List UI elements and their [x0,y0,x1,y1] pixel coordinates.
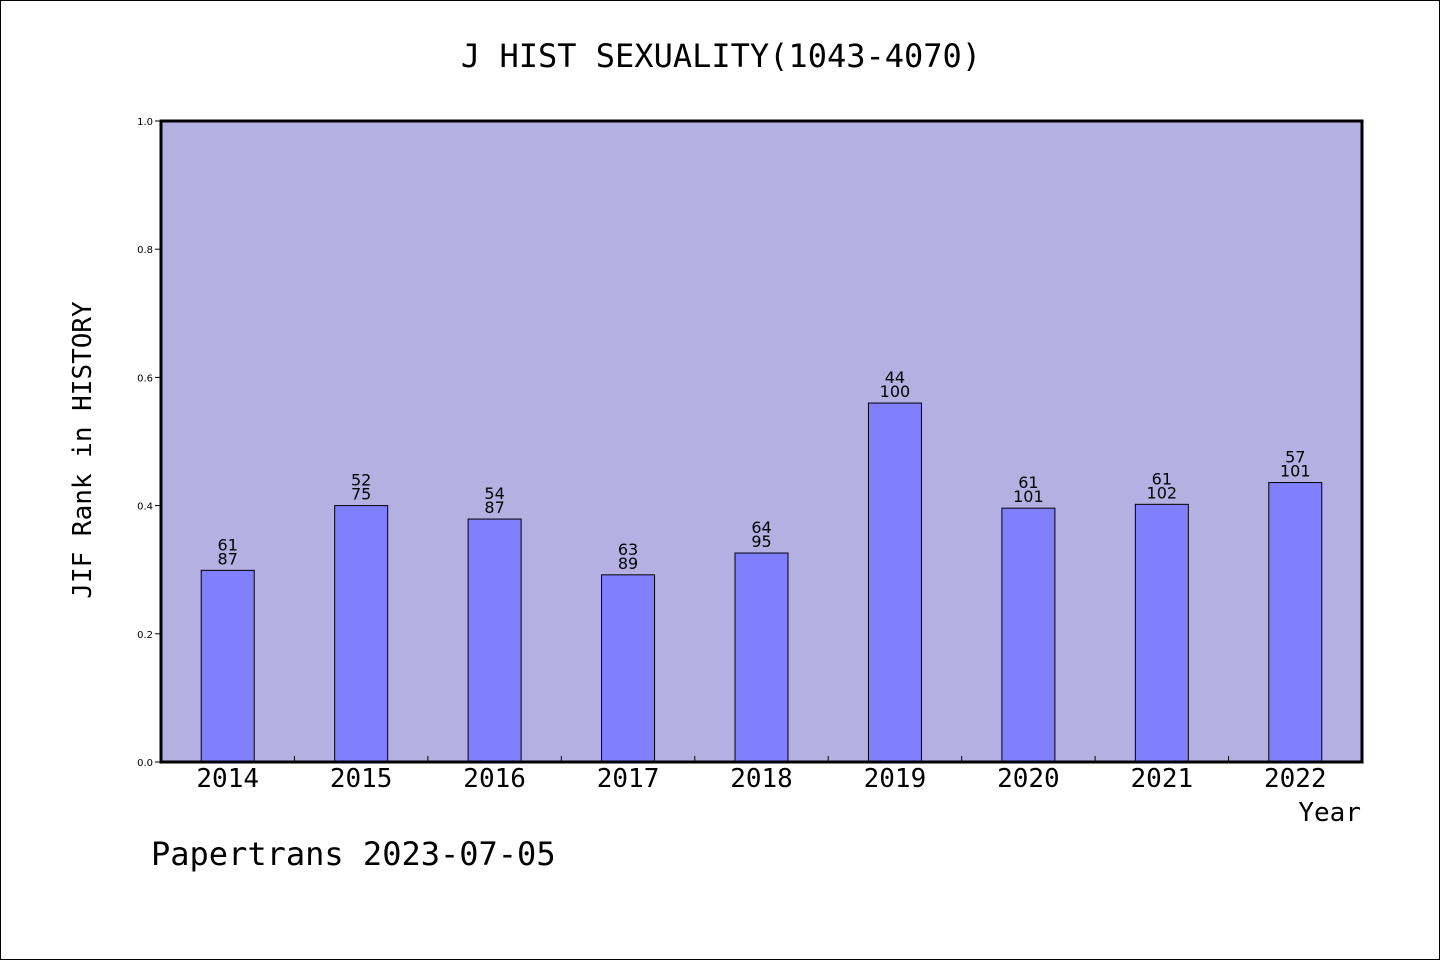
bar-total-label: 101 [1280,462,1311,481]
y-axis-label: JIF Rank in HISTORY [68,301,98,599]
y-axis: 0.0 0.2 0.4 0.6 0.8 1.0 [137,117,161,769]
bar-2019 [867,402,922,763]
x-tick-label: 2020 [997,764,1060,794]
y-tick-label: 1.0 [137,117,153,128]
bar-total-label: 87 [484,498,504,517]
y-tick-label: 0.4 [137,502,153,513]
bar-total-label: 75 [351,485,371,504]
x-tick-label: 2021 [1131,764,1194,794]
bar-rank-label: 64 [751,518,771,537]
bar-total-label: 101 [1013,487,1044,506]
chart-title: J HIST SEXUALITY(1043-4070) [461,37,981,75]
bar-total-label: 102 [1147,483,1178,502]
bar-2014 [200,569,255,763]
x-tick-label: 2019 [864,764,927,794]
bar-rank-label: 61 [1018,473,1038,492]
bar-rank-label: 61 [1152,469,1172,488]
bar-rank-label: 54 [484,484,504,503]
bar-2017 [601,574,656,763]
y-tick-label: 0.8 [137,245,153,256]
x-tick-label: 2018 [730,764,793,794]
x-axis-label: Year [1298,798,1361,828]
bar-rank-label: 61 [218,535,238,554]
bar-total-label: 100 [880,382,911,401]
bar-rank-label: 44 [885,368,905,387]
x-axis: 2014 2015 2016 2017 2018 2019 2020 2021 2022 [196,756,1327,794]
bar-2022 [1268,482,1323,763]
bar-rank-label: 63 [618,540,638,559]
x-tick-label: 2015 [330,764,393,794]
x-tick-label: 2017 [597,764,660,794]
bar-total-label: 87 [218,549,238,568]
x-tick-label: 2022 [1264,764,1327,794]
bar-total-label: 89 [618,554,638,573]
bar-2021 [1134,503,1189,763]
bar-2018 [734,552,789,763]
y-tick-label: 0.2 [137,630,153,641]
bar-total-label: 95 [751,532,771,551]
bar-rank-label: 57 [1285,448,1305,467]
x-tick-label: 2014 [196,764,259,794]
plot-border [159,119,1364,764]
bar-2015 [334,505,389,763]
bar-rank-label: 52 [351,471,371,490]
y-tick-label: 0.6 [137,373,153,384]
footer-credit: Papertrans 2023-07-05 [151,835,556,873]
bar-2016 [467,518,522,763]
x-tick-label: 2016 [463,764,526,794]
bar-2020 [1001,507,1056,763]
y-tick-label: 0.0 [137,758,153,769]
